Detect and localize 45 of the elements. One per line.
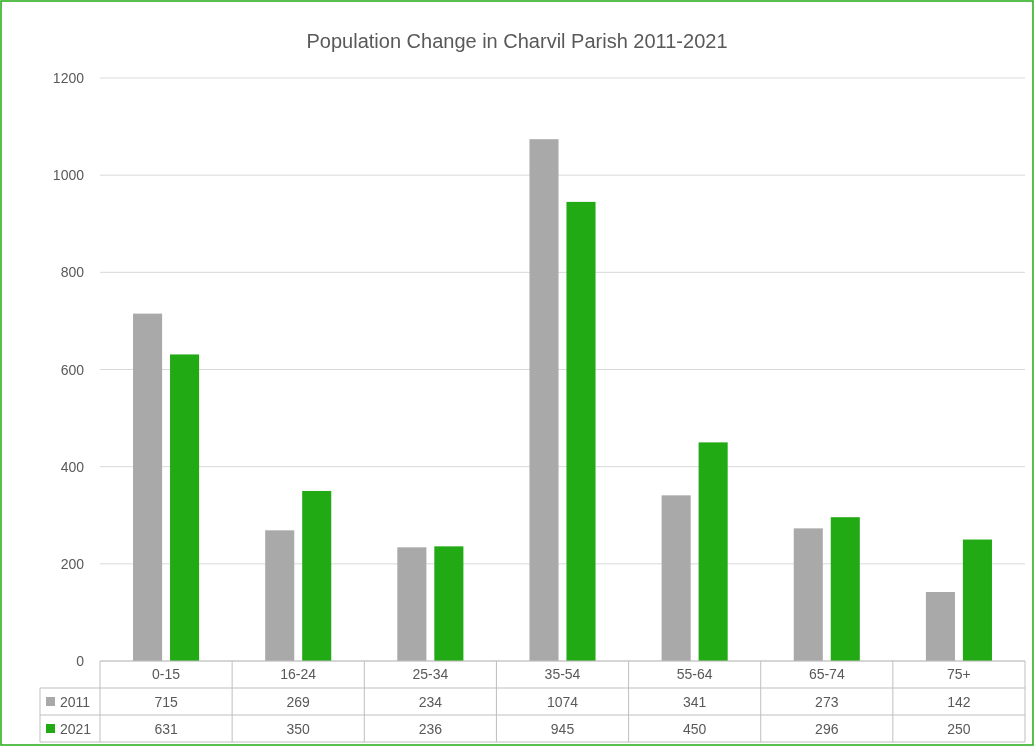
data-label: 142: [947, 694, 971, 710]
data-label: 945: [550, 721, 575, 737]
y-tick-label: 800: [60, 264, 85, 281]
bar: [302, 490, 332, 661]
y-tick-label: 1200: [52, 70, 85, 86]
legend-label: 2021: [60, 721, 92, 737]
data-label: 236: [418, 721, 443, 737]
bar: [925, 592, 955, 661]
data-label: 350: [286, 721, 311, 737]
legend-label: 2011: [60, 694, 91, 710]
bar: [793, 528, 823, 661]
y-tick-label: 400: [60, 458, 85, 475]
data-label: 341: [682, 694, 707, 710]
data-label: 273: [815, 694, 839, 710]
x-tick-label: 16-24: [280, 666, 317, 682]
bar: [962, 539, 992, 661]
bar: [661, 495, 691, 661]
chart-title: Population Change in Charvil Parish 2011-2021: [306, 30, 728, 52]
bar: [397, 547, 427, 661]
data-label: 450: [682, 721, 707, 737]
data-label: 1074: [546, 694, 579, 710]
data-label: 296: [815, 721, 839, 737]
x-tick-label: 0-15: [152, 666, 181, 682]
x-tick-label: 25-34: [412, 666, 449, 682]
data-label: 269: [286, 694, 311, 710]
x-tick-label: 35-54: [544, 666, 581, 682]
data-label: 234: [418, 694, 443, 710]
bar: [566, 201, 596, 661]
y-tick-label: 600: [60, 361, 85, 378]
x-tick-label: 75+: [947, 666, 971, 682]
bar: [830, 517, 860, 661]
y-tick-label: 1000: [52, 167, 85, 184]
bar: [133, 313, 163, 661]
bar: [698, 442, 728, 661]
y-tick-label: 200: [60, 555, 85, 572]
data-label: 631: [154, 721, 178, 737]
bar: [170, 354, 200, 661]
x-tick-label: 65-74: [808, 666, 845, 682]
data-label: 250: [947, 721, 971, 737]
bar: [265, 530, 295, 661]
bar: [434, 546, 464, 661]
x-tick-label: 55-64: [676, 666, 713, 682]
data-label: 715: [154, 694, 178, 710]
bar: [529, 139, 559, 661]
y-tick-label: 0: [76, 653, 85, 669]
